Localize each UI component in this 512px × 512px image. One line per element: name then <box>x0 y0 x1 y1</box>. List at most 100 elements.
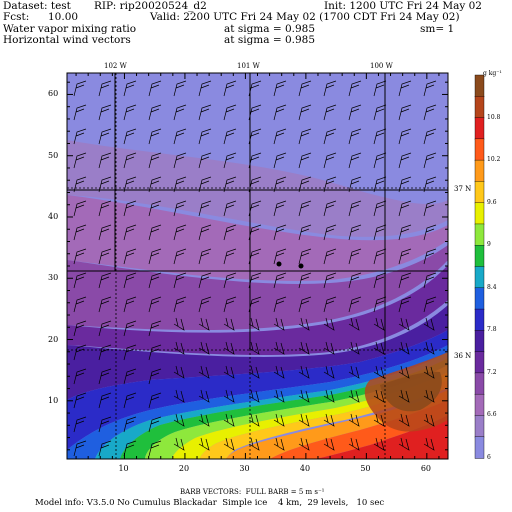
colorbar-label: 6.6 <box>487 411 497 419</box>
wind-barb <box>123 392 137 409</box>
wind-barb <box>248 152 262 169</box>
wind-barb <box>348 152 362 169</box>
wind-barb <box>298 341 310 355</box>
wind-barb <box>148 272 162 289</box>
wind-barb <box>98 440 112 457</box>
wind-barb <box>73 104 87 121</box>
wind-barb <box>423 224 437 241</box>
wind-barb <box>348 200 362 217</box>
colorbar-label: 7.2 <box>487 368 497 376</box>
wind-barb <box>298 272 312 289</box>
wind-barb <box>348 296 362 313</box>
wind-barb <box>348 389 360 403</box>
wind-barb <box>423 413 435 427</box>
wind-barb <box>373 128 387 145</box>
wind-barb <box>173 296 187 313</box>
wind-barb <box>223 296 237 313</box>
colorbar-swatch <box>474 372 485 395</box>
wind-barb <box>323 389 335 403</box>
wind-barb <box>73 392 87 409</box>
wind-barb <box>198 104 212 121</box>
wind-barb <box>373 176 387 193</box>
init-label: Init: 1200 UTC Fri 24 May 02 <box>324 0 482 12</box>
wind-barb <box>198 80 212 97</box>
wind-barb <box>223 152 237 169</box>
wind-barb <box>198 389 210 403</box>
colorbar-swatch <box>474 159 485 183</box>
wind-barb <box>173 176 187 193</box>
wind-barb <box>123 248 137 265</box>
colorbar-swatch <box>474 393 485 417</box>
wind-barb <box>348 341 360 355</box>
colorbar-label: 10.8 <box>487 113 501 121</box>
wind-barb <box>348 317 360 331</box>
wind-barb <box>223 341 235 355</box>
wind-barb <box>148 368 162 385</box>
wind-barb <box>73 176 87 193</box>
wind-barb <box>423 437 435 451</box>
wind-barb <box>298 80 312 97</box>
lon-label-101w: 101 W <box>237 62 260 70</box>
wind-barb <box>348 248 362 265</box>
wind-barb <box>323 296 337 313</box>
colorbar-swatch <box>474 202 485 225</box>
wind-barb <box>98 296 112 313</box>
wind-barb <box>373 296 387 313</box>
lon-label-102w: 102 W <box>104 62 127 70</box>
fcst-label: Fcst: <box>3 11 30 23</box>
wind-barb <box>248 365 260 379</box>
wind-barb <box>298 413 310 427</box>
wind-barb <box>373 80 387 97</box>
wind-barb <box>298 437 310 451</box>
wind-barb <box>98 248 112 265</box>
wind-barb <box>148 416 162 433</box>
wind-barb <box>123 344 137 361</box>
wind-barb <box>223 317 235 331</box>
wind-barb <box>148 80 162 97</box>
wind-barb <box>73 152 87 169</box>
wind-barb <box>173 152 187 169</box>
wind-barb <box>273 389 285 403</box>
wind-barb <box>273 128 287 145</box>
wind-barb <box>423 365 435 379</box>
wind-barb <box>348 176 362 193</box>
wind-barb <box>398 128 412 145</box>
wind-barb <box>223 365 235 379</box>
wind-barb <box>98 368 112 385</box>
wind-barb <box>348 437 360 451</box>
wind-barb <box>198 413 210 427</box>
wind-barb <box>298 104 312 121</box>
wind-barb <box>148 392 162 409</box>
wind-barb <box>423 389 435 403</box>
wind-barb <box>348 80 362 97</box>
wind-barb <box>173 128 187 145</box>
colorbar-swatch <box>474 117 485 140</box>
wind-barb <box>173 413 185 427</box>
wind-barb <box>373 272 387 289</box>
wind-barb <box>198 317 210 331</box>
wind-barb <box>248 317 260 331</box>
y-tick-label: 40 <box>48 211 59 221</box>
wind-barb <box>398 413 410 427</box>
wind-barb <box>273 296 287 313</box>
wind-barb <box>198 248 212 265</box>
colorbar-label: 8.4 <box>487 283 497 291</box>
wind-barb <box>323 413 335 427</box>
wind-barb <box>273 437 285 451</box>
wind-barb <box>148 320 162 337</box>
wind-barb <box>348 365 360 379</box>
wind-barb <box>248 272 262 289</box>
wind-barb <box>398 224 412 241</box>
wind-barb <box>73 296 87 313</box>
wind-barb <box>398 200 412 217</box>
colorbar-swatch <box>474 181 485 204</box>
y-tick-label: 60 <box>48 89 59 99</box>
wind-barb <box>73 248 87 265</box>
wind-barb <box>273 413 285 427</box>
colorbar-label: 10.2 <box>487 156 501 164</box>
wind-barb <box>198 296 212 313</box>
colorbar-label: 9 <box>487 241 491 249</box>
x-tick-label: 10 <box>118 464 129 473</box>
wind-barb <box>348 224 362 241</box>
wind-barb <box>198 365 210 379</box>
